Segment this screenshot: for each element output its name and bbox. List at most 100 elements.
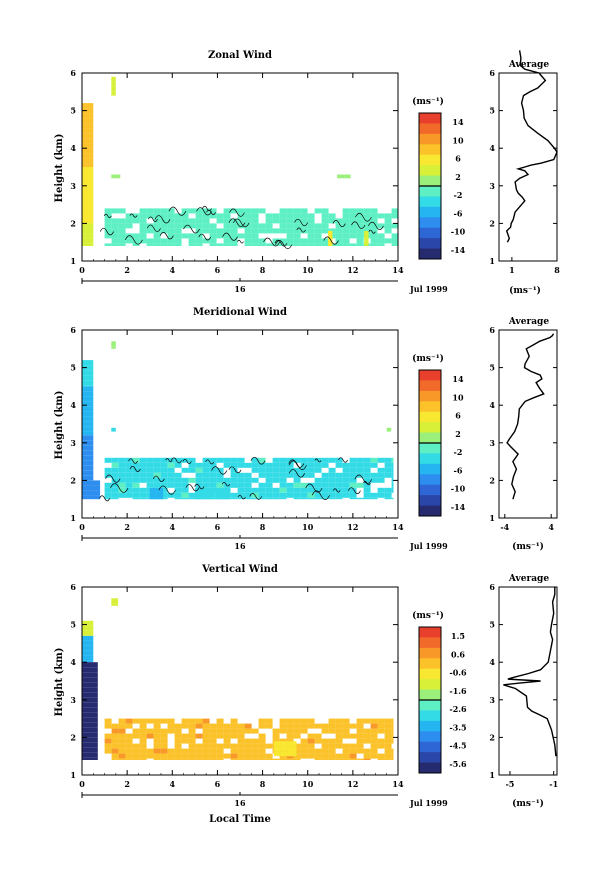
heatmap-cell: [244, 218, 252, 224]
heatmap-cell: [216, 233, 224, 239]
colorbar-segment: [419, 484, 441, 496]
heatmap-cell: [364, 235, 369, 241]
heatmap-cell: [111, 748, 119, 754]
heatmap-cell: [132, 728, 140, 734]
heatmap-cell: [384, 487, 392, 493]
heatmap-cell: [391, 758, 394, 760]
heatmap-cell: [286, 467, 294, 473]
heatmap-cell: [363, 462, 371, 468]
heatmap-cell: [307, 243, 315, 246]
heatmap-cell: [181, 748, 189, 754]
heatmap-cell: [89, 172, 94, 177]
heatmap-cell: [89, 138, 94, 144]
day-label-vertical: 16: [234, 798, 246, 808]
heatmap-cell: [215, 487, 223, 493]
heatmap-cell: [96, 702, 98, 708]
heatmap-cell: [314, 487, 322, 493]
heatmap-cell: [244, 243, 252, 246]
heatmap-cell: [286, 482, 294, 488]
heatmap-cell: [293, 733, 301, 739]
heatmap-cell: [89, 737, 96, 743]
heatmap-cell: [244, 492, 252, 498]
contour-line: [249, 493, 262, 500]
heatmap-cell: [82, 460, 89, 466]
heatmap-cell: [384, 457, 392, 463]
heatmap-cell: [237, 728, 245, 734]
heatmap-cell: [82, 480, 89, 486]
heatmap-cell: [370, 743, 378, 749]
heatmap-cell: [153, 467, 161, 473]
heatmap-cell: [96, 732, 98, 738]
colorbar-segment: [419, 700, 441, 711]
contour-line: [229, 208, 245, 217]
heatmap-cell: [286, 462, 294, 468]
heatmap-cell: [300, 718, 308, 724]
heatmap-cell: [209, 238, 217, 244]
heatmap-cell: [279, 487, 287, 493]
heatmap-cell: [181, 477, 189, 483]
heatmap-cell: [293, 743, 301, 749]
heatmap-cell: [202, 477, 210, 483]
heatmap-cell: [222, 492, 229, 498]
heatmap-cell: [125, 477, 133, 483]
heatmap-cell: [265, 718, 273, 724]
heatmap-cell: [125, 218, 133, 224]
heatmap-cell: [300, 753, 308, 759]
heatmap-cell: [181, 233, 189, 239]
heatmap-cell: [377, 233, 385, 239]
heatmap-cell: [132, 482, 140, 488]
contour-line: [110, 483, 129, 493]
heatmap-cell: [251, 223, 259, 229]
heatmap-cell: [349, 723, 357, 729]
heatmap-cell: [174, 228, 182, 234]
heatmap-cell: [195, 733, 203, 739]
avg-y-tick-label: 1: [489, 513, 495, 523]
heatmap-cell: [174, 243, 182, 246]
heatmap-cell: [146, 238, 154, 244]
colorbar-segment: [419, 390, 441, 402]
contour-line: [237, 239, 244, 244]
y-tick-label: 5: [70, 363, 76, 373]
heatmap-cell: [89, 702, 96, 708]
heatmap-cell: [96, 485, 101, 491]
avg-y-tick-label: 4: [489, 400, 495, 410]
heatmap-cell: [349, 472, 357, 478]
heatmap-cell: [139, 213, 147, 219]
heatmap-cell: [321, 462, 329, 468]
heatmap-cell: [111, 472, 119, 478]
heatmap-cell: [384, 238, 392, 244]
heatmap-cell: [132, 743, 140, 749]
heatmap-cell: [391, 723, 394, 729]
heatmap-cell: [96, 707, 98, 713]
heatmap-cell: [328, 240, 333, 246]
heatmap-field: [82, 76, 398, 246]
heatmap-cell: [160, 462, 168, 468]
heatmap-cell: [208, 487, 216, 493]
heatmap-cell: [244, 208, 252, 214]
heatmap-cell: [314, 243, 322, 246]
heatmap-cell: [279, 462, 287, 468]
heatmap-cell: [195, 482, 203, 488]
heatmap-cell: [104, 718, 112, 724]
heatmap-cell: [328, 497, 336, 500]
colorbar-tick-label: -14: [451, 245, 466, 255]
heatmap-cell: [335, 733, 343, 739]
heatmap-cell: [293, 218, 301, 224]
colorbar-tick-label: -1.6: [449, 686, 467, 696]
x-tick-label: 14: [392, 779, 404, 789]
heatmap-cell: [391, 728, 394, 734]
heatmap-cell: [89, 411, 94, 417]
heatmap-cell: [111, 76, 116, 82]
heatmap-cell: [89, 742, 96, 748]
heatmap-cell: [111, 733, 119, 739]
heatmap-cell: [265, 218, 273, 224]
heatmap-cell: [160, 472, 168, 478]
heatmap-cell: [293, 243, 301, 246]
day-label-meridional: 16: [234, 541, 246, 551]
heatmap-cell: [342, 228, 350, 234]
heatmap-cell: [356, 733, 364, 739]
colorbar-segment: [419, 637, 441, 649]
contour-line: [288, 460, 307, 470]
heatmap-cell: [273, 741, 281, 747]
heatmap-cell: [104, 497, 112, 500]
